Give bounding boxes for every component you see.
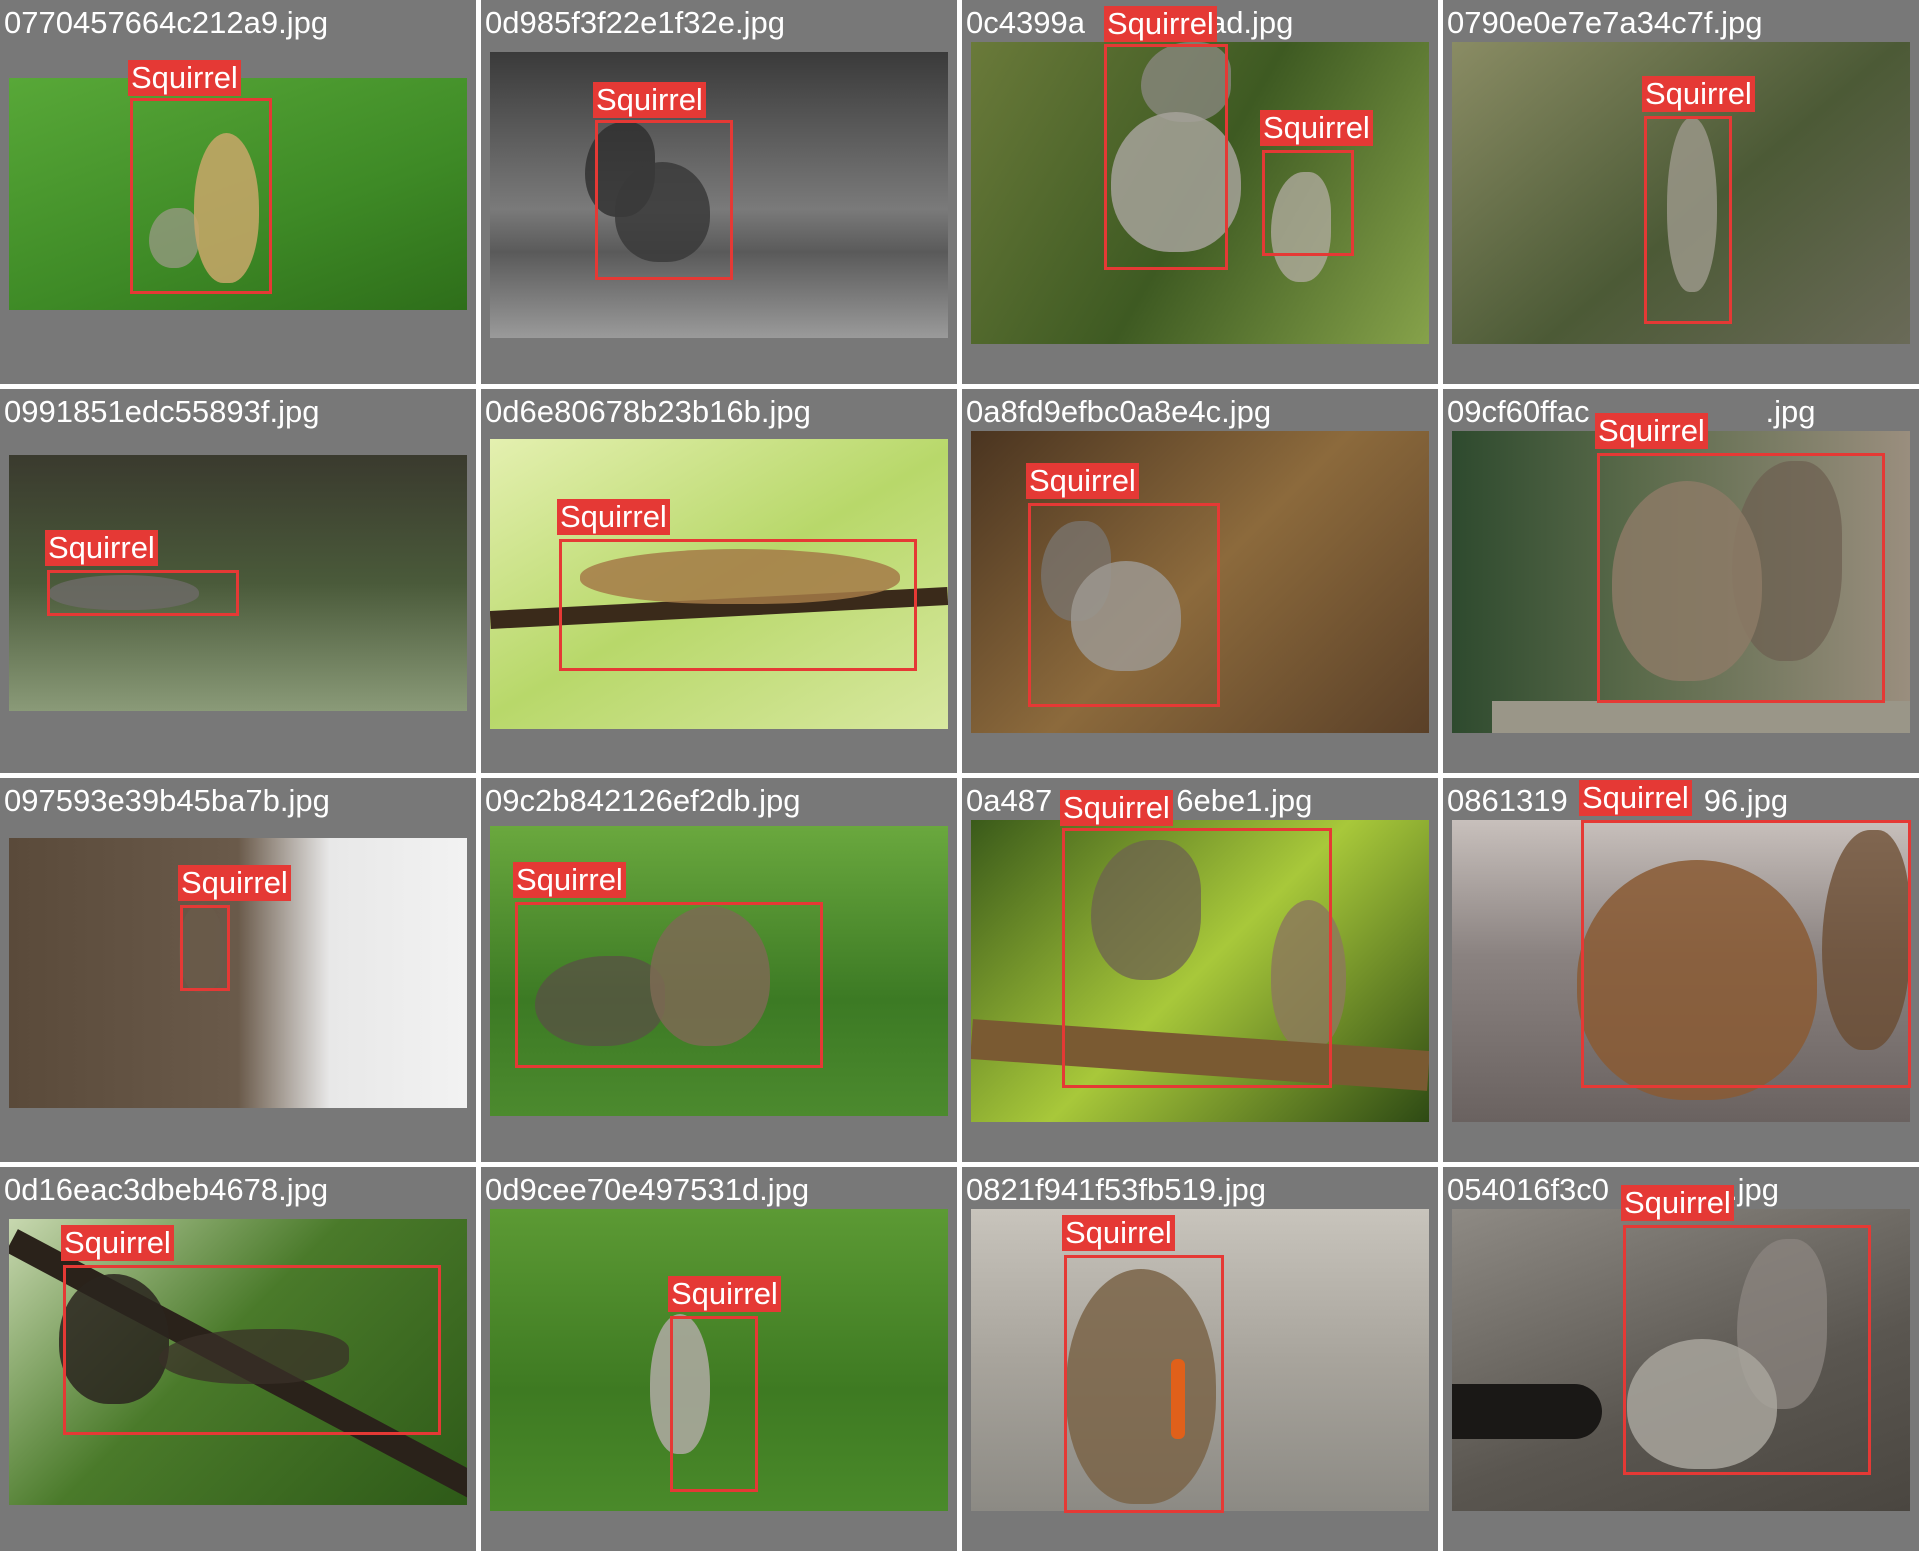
class-label: Squirrel: [178, 865, 291, 901]
class-label: Squirrel: [1062, 1215, 1175, 1251]
filename-label: 0d16eac3dbeb4678.jpg: [4, 1172, 329, 1207]
bounding-box: [1623, 1225, 1871, 1475]
filename-label: 0c4399a ad.jpg: [966, 5, 1294, 40]
bounding-box: [1644, 116, 1732, 324]
bounding-box: [559, 539, 917, 671]
grid-cell: 0d985f3f22e1f32e.jpg Squirrel: [481, 0, 957, 384]
bounding-box: [1581, 820, 1911, 1088]
grid-cell: 054016f3c0 .jpg Squirrel: [1443, 1167, 1919, 1551]
filename-label: 097593e39b45ba7b.jpg: [4, 783, 330, 818]
bounding-box: [130, 98, 272, 294]
class-label: Squirrel: [1579, 780, 1692, 816]
grid-cell: 0a487 6ebe1.jpg Squirrel: [962, 778, 1438, 1162]
grid-cell: 0c4399a ad.jpg Squirrel Squirrel: [962, 0, 1438, 384]
grid-cell: 0a8fd9efbc0a8e4c.jpg Squirrel: [962, 389, 1438, 773]
filename-label: 09cf60ffac .jpg: [1447, 394, 1816, 429]
grid-cell: 0821f941f53fb519.jpg Squirrel: [962, 1167, 1438, 1551]
bounding-box: [1597, 453, 1885, 703]
filename-label: 0770457664c212a9.jpg: [4, 5, 329, 40]
filename-label: 0790e0e7e7a34c7f.jpg: [1447, 5, 1763, 40]
class-label: Squirrel: [1595, 413, 1708, 449]
bounding-box: [515, 902, 823, 1068]
class-label: Squirrel: [1260, 110, 1373, 146]
bounding-box: [47, 570, 239, 616]
bounding-box: [1062, 828, 1332, 1088]
photo: [1452, 1209, 1910, 1511]
filename-label: 0a487 6ebe1.jpg: [966, 783, 1313, 818]
class-label: Squirrel: [45, 530, 158, 566]
photo: [9, 78, 467, 310]
bounding-box: [1064, 1255, 1224, 1513]
grid-cell: 0770457664c212a9.jpg Squirrel: [0, 0, 476, 384]
bounding-box: [63, 1265, 441, 1435]
grid-cell: 09cf60ffac .jpg Squirrel: [1443, 389, 1919, 773]
grid-cell: 0d16eac3dbeb4678.jpg Squirrel: [0, 1167, 476, 1551]
grid-cell: 0790e0e7e7a34c7f.jpg Squirrel: [1443, 0, 1919, 384]
grid-cell: 09c2b842126ef2db.jpg Squirrel: [481, 778, 957, 1162]
photo: [490, 1209, 948, 1511]
bounding-box: [1028, 503, 1220, 707]
class-label: Squirrel: [593, 82, 706, 118]
grid-cell: 0d9cee70e497531d.jpg Squirrel: [481, 1167, 957, 1551]
photo: [1452, 431, 1910, 733]
class-label: Squirrel: [557, 499, 670, 535]
photo: [1452, 820, 1910, 1122]
filename-label: 0991851edc55893f.jpg: [4, 394, 320, 429]
bounding-box: [1104, 44, 1228, 270]
class-label: Squirrel: [128, 60, 241, 96]
filename-label: 0d985f3f22e1f32e.jpg: [485, 5, 785, 40]
filename-label: 0d6e80678b23b16b.jpg: [485, 394, 811, 429]
class-label: Squirrel: [1621, 1185, 1734, 1221]
class-label: Squirrel: [1642, 76, 1755, 112]
photo: [971, 1209, 1429, 1511]
grid-cell: 097593e39b45ba7b.jpg Squirrel: [0, 778, 476, 1162]
filename-label: 0861319 96.jpg: [1447, 783, 1789, 818]
photo: [971, 820, 1429, 1122]
bounding-box: [595, 120, 733, 280]
grid-cell: 0861319 96.jpg Squirrel: [1443, 778, 1919, 1162]
filename-label: 0a8fd9efbc0a8e4c.jpg: [966, 394, 1272, 429]
class-label: Squirrel: [61, 1225, 174, 1261]
bounding-box: [180, 905, 230, 991]
class-label: Squirrel: [1060, 790, 1173, 826]
filename-label: 09c2b842126ef2db.jpg: [485, 783, 801, 818]
bounding-box: [1262, 150, 1354, 256]
filename-label: 054016f3c0 .jpg: [1447, 1172, 1780, 1207]
class-label: Squirrel: [1026, 463, 1139, 499]
grid-cell: 0991851edc55893f.jpg Squirrel: [0, 389, 476, 773]
filename-label: 0821f941f53fb519.jpg: [966, 1172, 1266, 1207]
bounding-box: [670, 1316, 758, 1492]
class-label: Squirrel: [668, 1276, 781, 1312]
filename-label: 0d9cee70e497531d.jpg: [485, 1172, 810, 1207]
photo: [490, 439, 948, 729]
class-label: Squirrel: [1104, 6, 1217, 42]
grid-cell: 0d6e80678b23b16b.jpg Squirrel: [481, 389, 957, 773]
class-label: Squirrel: [513, 862, 626, 898]
